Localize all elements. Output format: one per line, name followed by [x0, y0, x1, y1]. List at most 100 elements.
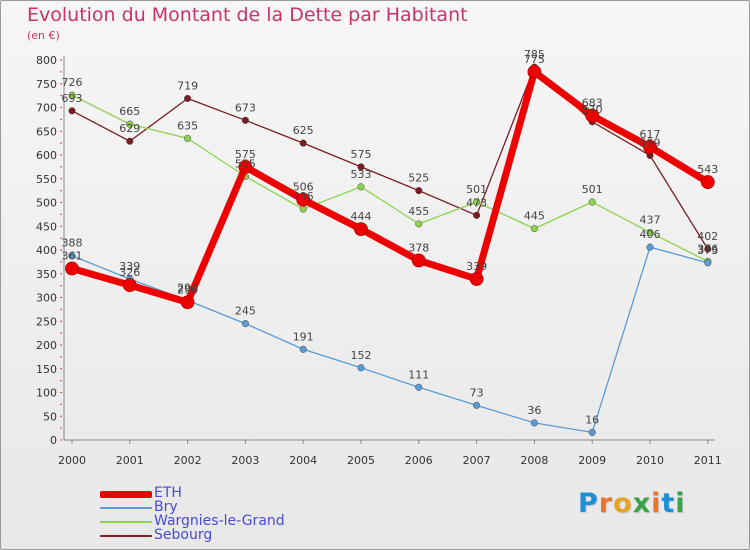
- data-label: 361: [62, 250, 83, 263]
- data-point: [415, 383, 423, 391]
- x-tick-label: 2008: [520, 454, 548, 467]
- data-label: 152: [351, 349, 372, 362]
- y-tick-label: 600: [36, 149, 57, 162]
- data-point: [530, 419, 538, 427]
- data-label: 437: [640, 213, 661, 226]
- data-label: 506: [293, 181, 314, 194]
- data-point: [184, 134, 192, 142]
- x-tick-label: 2006: [405, 454, 433, 467]
- data-label: 525: [408, 172, 429, 185]
- data-point: [357, 183, 365, 191]
- y-tick-label: 100: [36, 387, 57, 400]
- legend-label: ETH: [154, 485, 182, 501]
- logo-letter: i: [651, 488, 662, 519]
- data-label: 670: [582, 103, 603, 116]
- data-point: [646, 243, 654, 251]
- data-label: 111: [408, 368, 429, 381]
- data-label: 683: [582, 97, 603, 110]
- legend-label: Wargnies-le-Grand: [154, 513, 285, 529]
- data-point: [473, 198, 481, 206]
- y-tick-label: 650: [36, 125, 57, 138]
- data-point: [299, 139, 307, 147]
- data-label: 543: [697, 163, 718, 176]
- x-tick-label: 2011: [694, 454, 722, 467]
- data-label: 575: [235, 148, 256, 161]
- data-label: 775: [524, 53, 545, 66]
- data-label: 445: [524, 210, 545, 223]
- data-label: 673: [235, 101, 256, 114]
- series-line-eth: [68, 68, 712, 306]
- data-point: [473, 401, 481, 409]
- data-point: [68, 107, 76, 115]
- data-label: 388: [62, 237, 83, 250]
- proxiti-logo: Proxiti: [578, 488, 686, 519]
- logo-letter: t: [661, 488, 676, 519]
- data-point: [122, 278, 137, 293]
- data-label: 575: [351, 148, 372, 161]
- data-label: 191: [293, 330, 314, 343]
- data-point: [530, 225, 538, 233]
- data-label: 599: [640, 136, 661, 149]
- data-point: [241, 320, 249, 328]
- data-point: [704, 245, 712, 253]
- data-point: [585, 108, 600, 123]
- chart-subtitle: (en €): [27, 29, 60, 42]
- data-label: 376: [697, 242, 718, 255]
- data-point: [241, 116, 249, 124]
- data-point: [299, 205, 307, 213]
- data-label: 629: [119, 122, 140, 135]
- data-label: 635: [177, 119, 198, 132]
- data-point: [68, 91, 76, 99]
- chart-legend: ETH Bry Wargnies-le-Grand Sebourg: [100, 485, 360, 543]
- x-tick-label: 2001: [116, 454, 144, 467]
- data-label: 326: [119, 266, 140, 279]
- x-tick-label: 2009: [578, 454, 606, 467]
- y-tick-label: 750: [36, 78, 57, 91]
- data-label: 785: [524, 48, 545, 61]
- data-point: [415, 187, 423, 195]
- data-point: [296, 192, 311, 207]
- data-point: [527, 64, 542, 79]
- legend-swatch: [100, 535, 152, 537]
- y-tick-label: 350: [36, 268, 57, 281]
- data-label: 455: [408, 205, 429, 218]
- y-tick-label: 150: [36, 363, 57, 376]
- data-point: [588, 198, 596, 206]
- data-point: [357, 364, 365, 372]
- legend-swatch: [100, 507, 152, 509]
- data-label: 533: [351, 168, 372, 181]
- data-point: [415, 220, 423, 228]
- data-point: [700, 175, 715, 189]
- y-tick-label: 50: [43, 410, 57, 423]
- y-tick-label: 500: [36, 197, 57, 210]
- data-point: [180, 295, 195, 310]
- x-tick-label: 2002: [174, 454, 202, 467]
- logo-letter: r: [598, 488, 614, 519]
- data-point: [126, 120, 134, 128]
- y-tick-label: 800: [36, 54, 57, 67]
- data-label: 16: [585, 413, 599, 426]
- y-tick-label: 450: [36, 220, 57, 233]
- y-tick-label: 550: [36, 173, 57, 186]
- x-tick-label: 2000: [58, 454, 86, 467]
- data-point: [473, 211, 481, 219]
- legend-item: Sebourg: [100, 527, 360, 543]
- x-tick-label: 2005: [347, 454, 375, 467]
- data-point: [354, 222, 368, 237]
- data-point: [646, 228, 654, 236]
- data-label: 625: [293, 124, 314, 137]
- data-point: [357, 163, 365, 171]
- data-label: 501: [466, 183, 487, 196]
- data-point: [643, 140, 657, 154]
- x-tick-label: 2010: [636, 454, 664, 467]
- data-point: [65, 261, 79, 276]
- legend-item: ETH: [100, 485, 360, 501]
- series-line-wargnies-le-grand: [71, 94, 709, 263]
- x-tick-label: 2003: [231, 454, 259, 467]
- data-point: [68, 252, 76, 260]
- data-point: [184, 94, 192, 103]
- y-tick-label: 200: [36, 339, 57, 352]
- data-label: 73: [470, 386, 484, 399]
